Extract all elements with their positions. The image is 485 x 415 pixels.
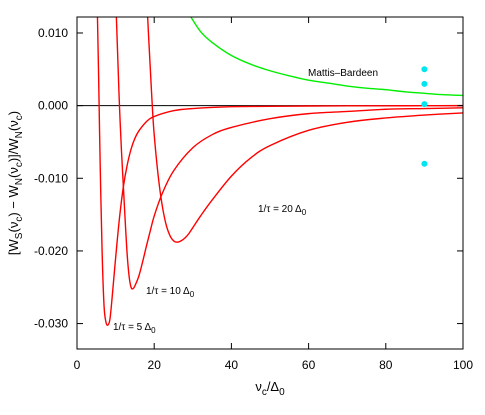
- y-tick-label: 0.000: [38, 99, 68, 113]
- axes-layer: 0 20 40 60 80 100 0.010 0.000 -0.010 -0.020 -0.030: [34, 16, 473, 372]
- series-label-tau10: 1/τ = 10 Δ0: [146, 286, 195, 299]
- y-tick-label: -0.020: [34, 244, 68, 258]
- x-tick-label: 20: [148, 358, 162, 372]
- series-label-tau20: 1/τ = 20 Δ0: [258, 204, 307, 217]
- points-layer: [421, 66, 428, 167]
- series-mattis-bardeen-line: [190, 17, 463, 97]
- x-tick-label: 0: [74, 358, 81, 372]
- x-axis-label: νc/Δ0: [255, 379, 285, 398]
- y-tick-label: -0.010: [34, 171, 68, 185]
- series-tau10-line: [115, 17, 463, 290]
- series-label-tau5: 1/τ = 5 Δ0: [113, 322, 156, 335]
- labels-layer: νc/Δ0 [WS(νc) − WN(νc)]/WN(νc) Mattis–Bard…: [6, 68, 378, 398]
- x-tick-label: 60: [302, 358, 316, 372]
- data-point: [421, 80, 428, 87]
- x-tick-label: 80: [379, 358, 393, 372]
- data-point: [421, 66, 428, 73]
- series-tau5-line: [96, 17, 463, 326]
- y-tick-label: 0.010: [38, 26, 68, 40]
- series-tau20-line: [146, 17, 463, 243]
- series-label-mattis-bardeen: Mattis–Bardeen: [308, 68, 378, 79]
- x-tick-label: 100: [453, 358, 473, 372]
- y-tick-label: -0.030: [34, 317, 68, 331]
- curves-layer: [77, 17, 463, 326]
- plot-frame: [76, 16, 464, 350]
- x-tick-label: 40: [225, 358, 239, 372]
- data-point: [421, 160, 428, 167]
- y-axis-label: [WS(νc) − WN(νc)]/WN(νc): [6, 111, 25, 255]
- data-point: [421, 101, 428, 108]
